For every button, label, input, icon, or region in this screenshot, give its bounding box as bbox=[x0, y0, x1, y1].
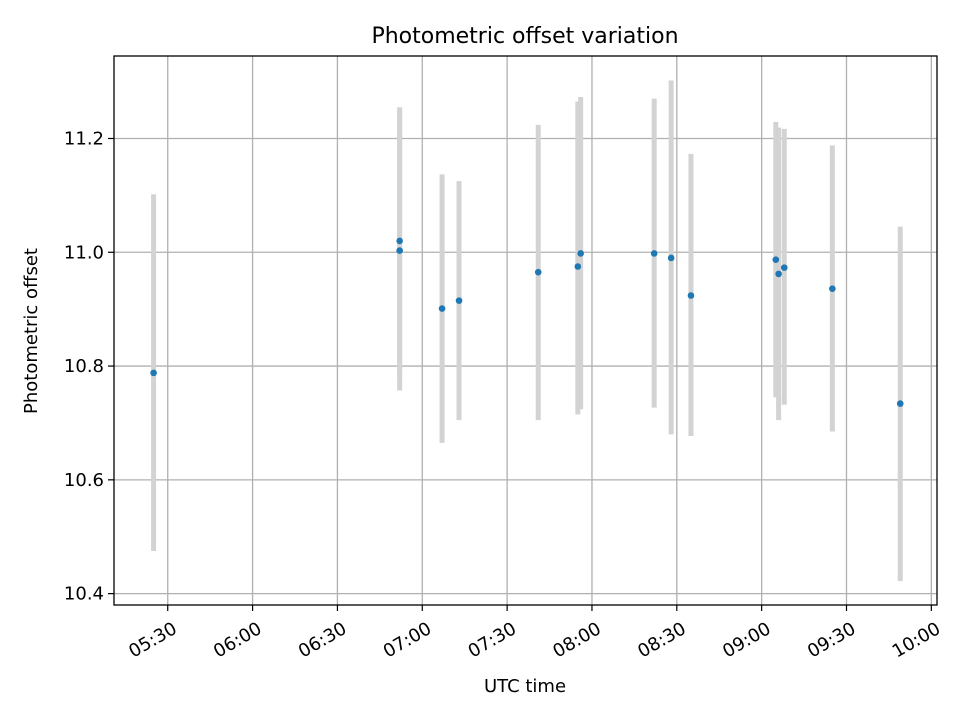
data-point bbox=[574, 263, 582, 270]
data-point bbox=[534, 268, 542, 276]
data-point bbox=[650, 250, 658, 257]
data-point bbox=[775, 270, 782, 278]
y-tick-label: 11.0 bbox=[64, 242, 104, 263]
data-point bbox=[772, 256, 780, 263]
data-point bbox=[438, 305, 446, 312]
y-tick-label: 10.4 bbox=[64, 584, 104, 605]
data-point bbox=[667, 254, 675, 262]
data-point bbox=[455, 297, 463, 304]
y-tick-label: 11.2 bbox=[64, 128, 104, 149]
chart-title: Photometric offset variation bbox=[371, 24, 678, 49]
x-axis-label: UTC time bbox=[484, 676, 566, 697]
plot-frame bbox=[113, 55, 938, 606]
data-point bbox=[150, 369, 157, 377]
data-point bbox=[687, 292, 695, 299]
grid bbox=[114, 56, 937, 605]
y-tick-label: 10.8 bbox=[64, 356, 104, 377]
data-point bbox=[780, 264, 788, 271]
data-point bbox=[829, 285, 836, 292]
y-axis-label: Photometric offset bbox=[21, 248, 42, 414]
data-points bbox=[150, 237, 904, 407]
data-point bbox=[896, 400, 904, 407]
y-axis-ticks: 10.4 10.6 10.8 11.0 11.2 bbox=[64, 128, 114, 605]
data-point bbox=[396, 247, 403, 254]
data-point bbox=[396, 237, 403, 245]
data-point bbox=[577, 250, 584, 257]
y-tick-label: 10.6 bbox=[64, 470, 104, 491]
